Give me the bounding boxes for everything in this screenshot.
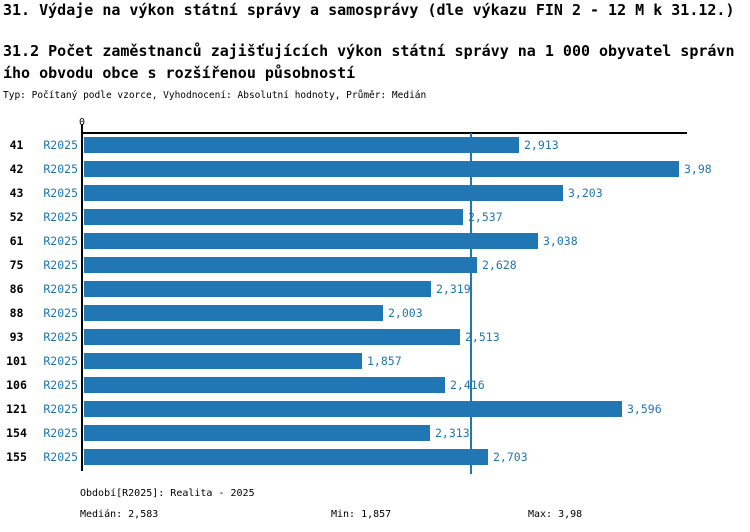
series-label: R2025 (43, 138, 78, 152)
value-label: 2,003 (388, 306, 423, 320)
bar-row: 154 R2025 2,313 (0, 421, 750, 445)
x-axis-zero-tick-label: 0 (78, 117, 86, 128)
page-title: 31. Výdaje na výkon státní správy a samo… (3, 1, 735, 19)
bar-row: 88 R2025 2,003 (0, 301, 750, 325)
value-label: 2,628 (482, 258, 517, 272)
category-label: 101 (6, 354, 27, 368)
min-stat-label: Min: 1,857 (331, 509, 392, 520)
series-label: R2025 (43, 234, 78, 248)
category-label: 154 (6, 426, 27, 440)
bar-row: 43 R2025 3,203 (0, 181, 750, 205)
value-label: 2,319 (436, 282, 471, 296)
bar-row: 93 R2025 2,513 (0, 325, 750, 349)
series-label: R2025 (43, 402, 78, 416)
value-bar (84, 185, 563, 201)
category-label: 75 (9, 258, 24, 272)
series-label: R2025 (43, 210, 78, 224)
value-bar (84, 137, 519, 153)
series-label: R2025 (43, 426, 78, 440)
median-line (470, 133, 472, 474)
category-label: 43 (9, 186, 24, 200)
value-label: 2,537 (468, 210, 503, 224)
value-bar (84, 377, 445, 393)
series-label: R2025 (43, 450, 78, 464)
value-label: 2,313 (435, 426, 470, 440)
category-label: 106 (6, 378, 27, 392)
median-stat-label: Medián: 2,583 (80, 509, 159, 520)
value-bar (84, 353, 362, 369)
category-label: 88 (9, 306, 24, 320)
value-label: 2,703 (493, 450, 528, 464)
value-bar (84, 425, 430, 441)
value-bar (84, 329, 460, 345)
bar-row: 106 R2025 2,416 (0, 373, 750, 397)
bar-row: 155 R2025 2,703 (0, 445, 750, 469)
category-label: 41 (9, 138, 24, 152)
category-label: 52 (9, 210, 24, 224)
bar-row: 61 R2025 3,038 (0, 229, 750, 253)
series-label: R2025 (43, 354, 78, 368)
value-bar (84, 449, 488, 465)
category-label: 155 (6, 450, 27, 464)
value-bar (84, 257, 477, 273)
value-bar (84, 401, 622, 417)
category-label: 61 (9, 234, 24, 248)
bar-row: 41 R2025 2,913 (0, 133, 750, 157)
series-label: R2025 (43, 282, 78, 296)
value-bar (84, 281, 431, 297)
series-label: R2025 (43, 258, 78, 272)
value-bar (84, 209, 463, 225)
bar-row: 52 R2025 2,537 (0, 205, 750, 229)
period-legend-label: Období[R2025]: Realita - 2025 (80, 488, 255, 499)
chart-subtitle-line1: 31.2 Počet zaměstnanců zajišťujících výk… (3, 42, 735, 60)
bar-row: 75 R2025 2,628 (0, 253, 750, 277)
value-label: 3,203 (568, 186, 603, 200)
value-label: 1,857 (367, 354, 402, 368)
value-label: 3,596 (627, 402, 662, 416)
value-bar (84, 161, 679, 177)
bar-row: 121 R2025 3,596 (0, 397, 750, 421)
value-label: 2,416 (450, 378, 485, 392)
series-label: R2025 (43, 162, 78, 176)
bar-row: 101 R2025 1,857 (0, 349, 750, 373)
category-label: 42 (9, 162, 24, 176)
bar-row: 42 R2025 3,98 (0, 157, 750, 181)
value-label: 3,98 (684, 162, 712, 176)
series-label: R2025 (43, 306, 78, 320)
max-stat-label: Max: 3,98 (528, 509, 583, 520)
category-label: 86 (9, 282, 24, 296)
series-label: R2025 (43, 330, 78, 344)
category-label: 93 (9, 330, 24, 344)
series-label: R2025 (43, 378, 78, 392)
y-axis-line (81, 124, 83, 471)
value-label: 2,913 (524, 138, 559, 152)
value-label: 2,513 (465, 330, 500, 344)
bar-row: 86 R2025 2,319 (0, 277, 750, 301)
chart-meta-info: Typ: Počítaný podle vzorce, Vyhodnocení:… (3, 90, 427, 101)
value-label: 3,038 (543, 234, 578, 248)
x-axis-line (81, 132, 687, 134)
category-label: 121 (6, 402, 27, 416)
value-bar (84, 233, 538, 249)
chart-subtitle-line2: ího obvodu obce s rozšířenou působností (3, 64, 356, 82)
value-bar (84, 305, 383, 321)
series-label: R2025 (43, 186, 78, 200)
